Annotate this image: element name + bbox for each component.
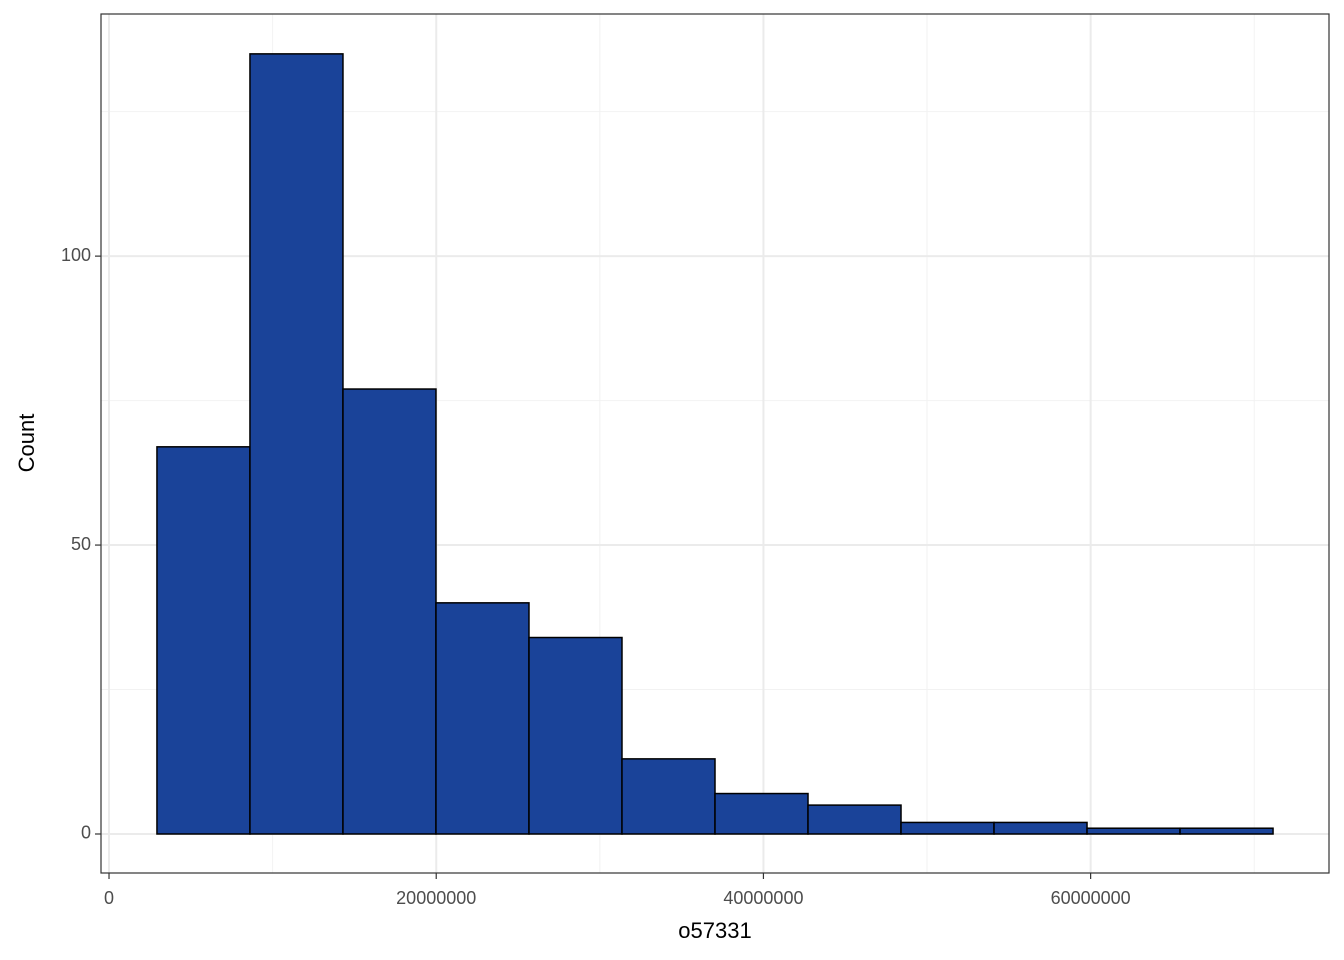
bar — [621, 758, 716, 835]
bar — [714, 792, 809, 835]
x-tick-label: 40000000 — [723, 888, 803, 908]
bar — [249, 53, 344, 835]
panel-border — [100, 13, 1330, 874]
y-tick-label: 0 — [81, 823, 91, 843]
y-axis-title: Count — [14, 414, 39, 473]
bar — [1086, 827, 1181, 835]
bar — [528, 636, 623, 835]
x-axis-title: o57331 — [678, 918, 751, 943]
x-tick-label: 60000000 — [1051, 888, 1131, 908]
x-tick-label: 20000000 — [396, 888, 476, 908]
bar — [435, 602, 530, 835]
y-tick-label: 100 — [61, 245, 91, 265]
bar — [1179, 827, 1274, 835]
bar — [342, 388, 437, 835]
bar — [900, 821, 995, 835]
bar — [807, 804, 902, 835]
x-tick-label: 0 — [104, 888, 114, 908]
bar — [993, 821, 1088, 835]
bar — [156, 446, 251, 835]
y-tick-label: 50 — [71, 534, 91, 554]
